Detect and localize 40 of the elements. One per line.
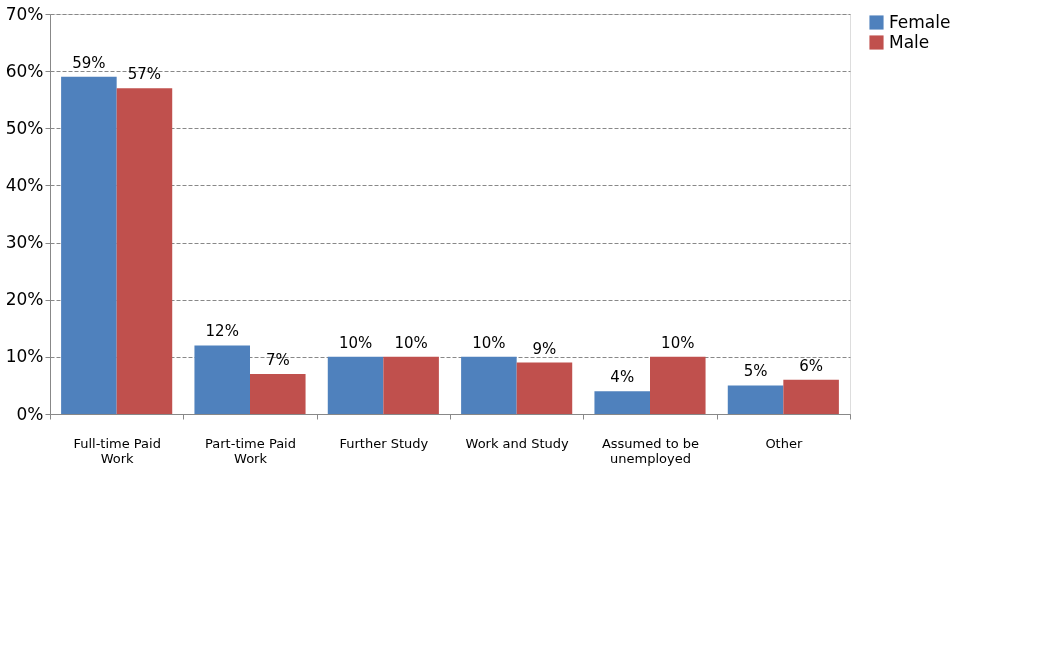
x-tick-label: Further Study (339, 435, 429, 451)
bar (383, 356, 439, 414)
bar (461, 356, 517, 414)
text: 4% (610, 368, 635, 387)
text: 7% (265, 351, 290, 369)
y-tick-label: 60% (5, 60, 44, 81)
y-tick-label: 0% (16, 403, 44, 424)
bar (516, 362, 573, 414)
text: 10% (472, 333, 506, 352)
text: 10% (394, 333, 428, 352)
bar (783, 379, 839, 414)
text: 57% (127, 65, 162, 84)
x-tick-label: Part-time Paid Work (205, 435, 296, 466)
y-tick-label: 40% (5, 174, 44, 195)
legend-label: Female (889, 11, 951, 32)
bar (594, 391, 650, 414)
x-tick-label: Other (765, 435, 803, 451)
text: 12% (205, 322, 239, 341)
bar (250, 374, 306, 414)
y-tick-label: 70% (5, 3, 44, 24)
x-tick-label: Work and Study (465, 435, 570, 451)
bar (727, 385, 784, 414)
x-tick-label: Full-time Paid Work (73, 435, 161, 466)
bar (116, 88, 173, 414)
bar (61, 76, 117, 414)
y-tick-label: 50% (5, 117, 44, 138)
text: 10% (338, 333, 373, 352)
text: 10% (661, 333, 695, 352)
y-tick-label: 20% (5, 289, 44, 310)
legend-label: Male (889, 31, 930, 52)
bar (194, 345, 250, 414)
y-tick-label: 10% (5, 346, 44, 367)
bar (327, 356, 384, 414)
text: 59% (72, 53, 106, 72)
text: 9% (532, 339, 557, 358)
y-tick-label: 30% (5, 232, 44, 253)
x-tick-label: Assumed to be unemployed (601, 435, 700, 466)
bar (650, 356, 706, 414)
text: 5% (743, 362, 768, 381)
text: 6% (799, 356, 824, 375)
